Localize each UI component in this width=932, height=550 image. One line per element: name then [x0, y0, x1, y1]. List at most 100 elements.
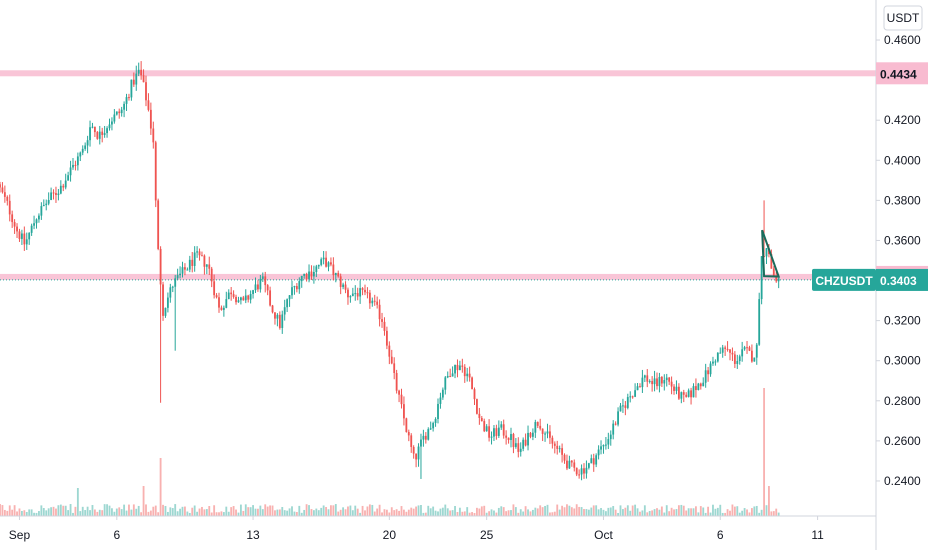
candle-body	[325, 257, 327, 267]
volume-bar	[522, 511, 525, 516]
time-axis[interactable]: Sep 6 13 20 25 Oct 6 11	[9, 516, 824, 542]
volume-bar	[422, 512, 425, 516]
volume-bar	[600, 508, 602, 516]
candle-body	[159, 248, 162, 285]
candle-body	[758, 299, 761, 345]
candle-body	[23, 233, 26, 245]
volume-bar	[64, 505, 67, 516]
volume-bar	[485, 512, 488, 516]
volume-bar	[463, 511, 466, 516]
candle-body	[726, 348, 729, 350]
currency-label[interactable]: USDT	[883, 5, 923, 31]
triangle-pattern[interactable]	[761, 229, 781, 278]
volume-bar	[400, 506, 403, 516]
volume-bar	[220, 511, 223, 516]
candle-body	[264, 276, 267, 286]
candle-body	[108, 124, 111, 129]
volume-bar	[47, 508, 50, 516]
candle-body	[315, 266, 318, 273]
volume-bar	[619, 505, 622, 516]
volume-bar	[388, 512, 391, 516]
candle-body	[432, 422, 435, 429]
candle-body	[140, 69, 143, 76]
symbol-tag[interactable]: CHZUSDT	[812, 268, 876, 291]
volume-bar	[106, 504, 108, 516]
candle-body	[738, 356, 741, 362]
volume-bar	[587, 509, 590, 516]
candle-body	[719, 352, 722, 354]
candle-body	[79, 152, 82, 157]
volume-bar	[639, 511, 641, 516]
volume-bar	[673, 509, 675, 516]
volume-bar	[322, 505, 325, 516]
volume-bar	[113, 511, 116, 516]
volume-bar	[524, 506, 527, 516]
horizontal-level-line[interactable]	[0, 70, 876, 77]
volume-bar	[23, 510, 26, 516]
candle-body	[220, 307, 223, 310]
volume-bar	[315, 508, 318, 516]
candle-body	[765, 248, 768, 257]
candle-body	[218, 297, 220, 308]
candle-body	[132, 79, 135, 85]
volume-bar	[38, 511, 40, 516]
candle-body	[215, 295, 218, 298]
volume-bar	[291, 506, 293, 516]
volume-bar	[660, 506, 663, 516]
candle-body	[480, 417, 483, 422]
candle-body	[519, 448, 522, 452]
candle-body	[174, 278, 177, 287]
candle-body	[777, 278, 780, 282]
volume-bar	[16, 511, 18, 516]
volume-bar	[551, 512, 554, 516]
volume-bar	[181, 506, 184, 516]
volume-bar	[132, 504, 135, 516]
volume-bar	[631, 505, 634, 516]
candle-body	[626, 397, 629, 408]
level-price-tag[interactable]: 0.4434	[876, 62, 928, 85]
volume-bar	[437, 511, 439, 516]
volume-bar	[93, 509, 96, 516]
volume-bar	[585, 509, 588, 516]
candle-body	[201, 255, 203, 257]
candle-body	[227, 292, 230, 300]
candle-body	[534, 422, 537, 433]
candle-body	[731, 352, 734, 355]
candle-body	[753, 357, 756, 362]
volume-bar	[675, 509, 678, 516]
candle-body	[50, 192, 53, 201]
candle-body	[191, 259, 194, 266]
candle-body	[281, 314, 284, 328]
price-tick-label: 0.2400	[884, 474, 921, 488]
candle-body	[641, 377, 644, 388]
volume-bar	[412, 508, 415, 516]
candle-body	[390, 356, 393, 364]
volume-bar	[203, 509, 206, 516]
volume-bar	[308, 505, 310, 516]
candle-body	[449, 376, 452, 378]
candle-body	[677, 386, 680, 399]
volume-bar	[57, 505, 60, 516]
volume-bar	[716, 507, 719, 516]
horizontal-level-line[interactable]	[0, 273, 876, 280]
candle-body	[98, 131, 101, 139]
last-price-tag[interactable]: 0.3403	[876, 268, 928, 291]
candle-body	[721, 347, 724, 353]
volume-bar	[415, 506, 418, 516]
volume-bar	[417, 505, 420, 516]
volume-bar	[179, 508, 181, 516]
candle-body	[93, 126, 96, 133]
volume-bar	[271, 505, 274, 516]
candle-body	[536, 422, 539, 426]
volume-bar	[108, 505, 111, 516]
volume-bar	[342, 507, 345, 516]
candle-body	[656, 378, 658, 387]
volume-bar	[444, 504, 447, 516]
candle-body	[451, 373, 454, 377]
candle-body	[57, 193, 60, 195]
volume-bar	[446, 508, 449, 516]
volume-bar	[702, 507, 705, 516]
candle-body	[495, 428, 498, 436]
